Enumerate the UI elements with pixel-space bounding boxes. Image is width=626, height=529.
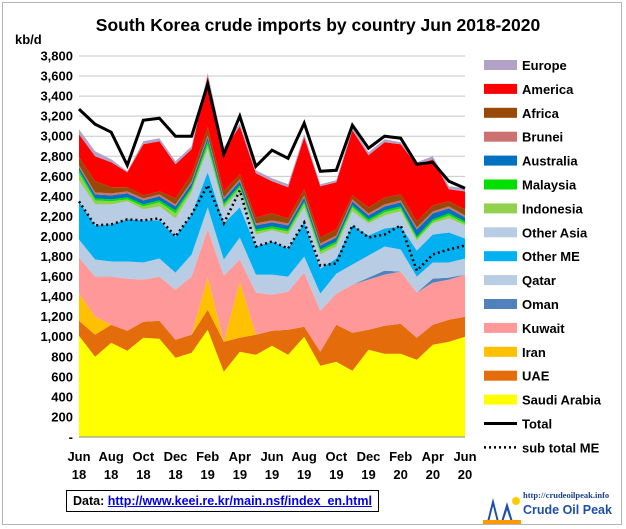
data-source-label: Data: [73,494,105,508]
legend-label-oman: Oman [522,297,559,312]
x-tick-year: 20 [458,467,472,482]
logo-name: Crude Oil Peak [523,503,612,517]
area-africa [79,127,465,244]
y-tick-label: 1,200 [40,309,73,324]
legend-label-indonesia: Indonesia [522,201,583,216]
area-kuwait [79,229,465,352]
y-tick-label: 3,400 [40,89,73,104]
legend-swatch-uae [484,370,517,381]
line-total [77,78,466,190]
legend-swatch-iran [484,346,517,357]
legend-swatch-america [484,83,517,94]
y-tick-label: 2,800 [40,149,73,164]
legend-label-iran: Iran [522,345,546,360]
y-tick-label: 1,400 [40,289,73,304]
legend-swatch-oman [484,299,517,309]
x-tick-year: 18 [72,467,86,482]
x-tick-year: 19 [265,467,279,482]
legend-label-saudi-arabia: Saudi Arabia [522,393,602,408]
y-tick-label: 3,600 [40,69,73,84]
legend-swatch-other-me [484,251,517,262]
x-tick-year: 19 [361,467,375,482]
x-tick-year: 19 [297,467,311,482]
y-tick-label: 400 [51,389,73,404]
x-tick-year: 19 [200,467,214,482]
x-tick-month: Dec [357,449,381,464]
area-other-me [79,172,465,294]
legend-label-africa: Africa [522,106,560,121]
x-tick-month: Jun [260,449,283,464]
data-source-link[interactable]: http://www.keei.re.kr/main.nsf/index_en.… [107,494,372,508]
y-tick-label: 200 [51,409,73,424]
legend-swatch-malaysia [484,179,517,190]
crude-oil-peak-logo: http://crudeoilpeak.info Crude Oil Peak [483,490,623,526]
legend-label-brunei: Brunei [522,130,563,145]
legend-label-total: Total [522,417,552,432]
y-tick-label: 3,000 [40,129,73,144]
y-tick-label: 1,800 [40,249,73,264]
legend-label-other-me: Other ME [522,249,580,264]
y-tick-label: 2,600 [40,169,73,184]
legend-label-europe: Europe [522,58,567,73]
chart-title: South Korea crude imports by country Jun… [96,15,541,35]
x-tick-month: Feb [389,449,412,464]
x-tick-year: 19 [329,467,343,482]
x-tick-month: Oct [325,449,347,464]
x-tick-year: 19 [233,467,247,482]
oil-derricks-icon [483,497,521,524]
x-tick-month: Feb [196,449,219,464]
area-uae [79,309,465,372]
legend-swatch-saudi-arabia [484,394,517,405]
y-tick-label: 2,000 [40,229,73,244]
x-tick-month: Aug [292,449,317,464]
legend-label-malaysia: Malaysia [522,178,577,193]
x-tick-year: 20 [393,467,407,482]
legend-swatch-africa [484,107,517,118]
legend-swatch-brunei [484,131,517,142]
x-tick-year: 18 [168,467,182,482]
area-america [79,76,465,238]
legend-swatch-indonesia [484,203,517,214]
legend-label-other-asia: Other Asia [522,225,588,240]
y-tick-label: - [69,430,73,445]
y-tick-label: 2,400 [40,189,73,204]
legend-label-uae: UAE [522,369,550,384]
area-saudi-arabia [79,329,465,437]
legend-label-america: America [522,82,574,97]
legend-swatch-kuwait [484,322,517,333]
y-tick-label: 2,200 [40,209,73,224]
legend-swatch-europe [484,60,517,70]
y-axis-label: kb/d [15,32,42,47]
y-tick-label: 800 [51,349,73,364]
x-tick-month: Oct [132,449,154,464]
x-tick-year: 20 [426,467,440,482]
x-tick-month: Jun [453,449,476,464]
legend-label-sub-total-me: sub total ME [522,440,600,455]
area-other-asia [79,149,465,269]
x-tick-year: 18 [136,467,150,482]
legend-label-australia: Australia [522,154,578,169]
x-tick-month: Aug [99,449,124,464]
x-tick-month: Jun [67,449,90,464]
y-tick-label: 600 [51,369,73,384]
y-tick-label: 3,200 [40,109,73,124]
area-europe [79,73,465,192]
legend-swatch-qatar [484,275,517,286]
data-source-box: Data: http://www.keei.re.kr/main.nsf/ind… [66,490,379,512]
x-tick-month: Dec [164,449,188,464]
chart-frame: South Korea crude imports by country Jun… [2,2,622,525]
legend-swatch-australia [484,155,517,166]
legend-label-qatar: Qatar [522,273,556,288]
legend-label-kuwait: Kuwait [522,321,565,336]
area-qatar [79,207,465,311]
logo-url: http://crudeoilpeak.info [523,490,610,500]
chart: South Korea crude imports by country Jun… [15,15,602,482]
y-tick-label: 1,000 [40,329,73,344]
y-tick-label: 1,600 [40,269,73,284]
legend-swatch-other-asia [484,227,517,238]
x-tick-month: Apr [422,449,444,464]
y-tick-label: 3,800 [40,49,73,64]
x-tick-year: 18 [104,467,118,482]
x-tick-month: Apr [229,449,251,464]
